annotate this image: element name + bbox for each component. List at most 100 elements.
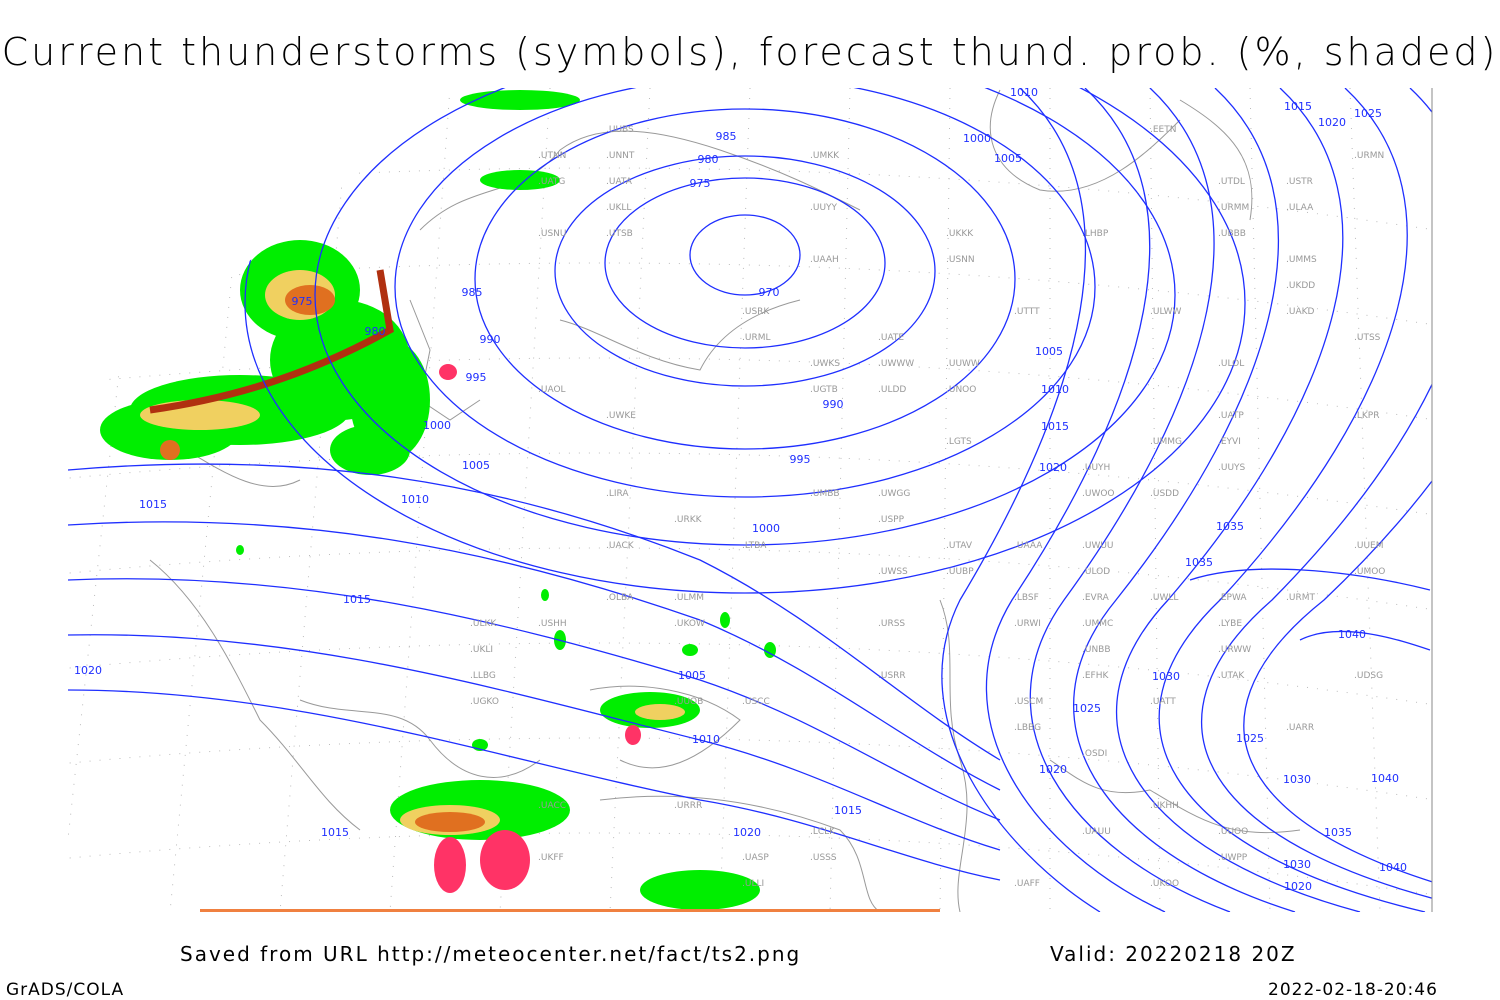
station-label: .UUOO: [1218, 827, 1248, 837]
isobar-label: 990: [823, 398, 844, 411]
coastlines-borders: [149, 89, 1301, 912]
isobar-label: 1010: [692, 733, 720, 746]
station-label: .ULLI: [742, 879, 764, 889]
station-label: .USCM: [1014, 697, 1043, 707]
isobar-label: 1040: [1338, 628, 1366, 641]
station-label: .UATT: [1150, 697, 1176, 707]
station-label: .URWW: [1218, 645, 1251, 655]
station-label: .UMMG: [1150, 437, 1182, 447]
station-label: .OLBA: [606, 593, 634, 603]
isobar-label: 1025: [1354, 107, 1382, 120]
station-label: .ULMM: [674, 593, 704, 603]
station-label: .UARR: [1286, 723, 1314, 733]
isobar: [68, 521, 1001, 791]
station-label: .URSS: [878, 619, 905, 629]
isobar-label: 995: [790, 453, 811, 466]
station-label: .ULAA: [1286, 203, 1314, 213]
isobar-label: 995: [466, 371, 487, 384]
isobar-label: 1005: [462, 459, 490, 472]
isobar: [1189, 568, 1431, 651]
prob-low-area: [236, 545, 244, 555]
isobar: [1201, 88, 1432, 912]
station-label: .UKLI: [470, 645, 493, 655]
coastline: [559, 299, 801, 371]
thunderstorm-symbol-cluster: [480, 830, 530, 890]
isobar: [941, 88, 1101, 912]
isobar: [1073, 88, 1296, 912]
map-title: Current thunderstorms (symbols), forecas…: [1, 30, 1499, 74]
thunderstorm-probability-shading: [100, 90, 940, 912]
isobar: [1116, 88, 1361, 912]
valid-time-text: Valid: 20220218 20Z: [1050, 942, 1297, 966]
station-label: .LHBP: [1082, 229, 1109, 239]
station-label: .USRK: [742, 307, 770, 317]
station-label: .UUEM: [1354, 541, 1384, 551]
isobar-label: 1030: [1283, 858, 1311, 871]
isobar-label: 990: [480, 333, 501, 346]
isobar: [474, 108, 1016, 450]
isobar-label: 1020: [733, 826, 761, 839]
coastline: [299, 699, 541, 778]
isobar: [394, 88, 1096, 498]
isobar-label: 1035: [1324, 826, 1352, 839]
coastline: [939, 599, 968, 912]
station-label: .UKFF: [538, 853, 564, 863]
isobar-label: 975: [292, 295, 313, 308]
station-label: .LKPR: [1354, 411, 1379, 421]
station-label: .UTSS: [1354, 333, 1381, 343]
station-label: .EFHK: [1082, 671, 1109, 681]
station-label: .USRR: [878, 671, 906, 681]
prob-high-area: [285, 285, 335, 315]
station-label: .UASP: [742, 853, 769, 863]
isobar-label: 1020: [1039, 461, 1067, 474]
station-label: .UWOO: [1082, 489, 1115, 499]
station-label: .UTAV: [946, 541, 973, 551]
isobar-label: 985: [716, 130, 737, 143]
isobar-label: 975: [690, 177, 711, 190]
station-label: .LLBG: [470, 671, 496, 681]
isobar-label: 1000: [752, 522, 780, 535]
station-label: .UMMC: [1082, 619, 1113, 629]
meridian: [68, 88, 151, 912]
station-label: .UATG: [538, 177, 565, 187]
station-label: .UUYH: [1082, 463, 1110, 473]
station-label: .URWI: [1014, 619, 1041, 629]
isobar: [1029, 88, 1231, 912]
station-label: .EVRA: [1082, 593, 1110, 603]
station-label: .UACK: [606, 541, 635, 551]
prob-low-area: [720, 612, 730, 628]
station-label: .USSS: [810, 853, 837, 863]
station-label: .UUWW: [946, 359, 980, 369]
station-label: .UWLL: [1150, 593, 1178, 603]
station-label: .USTR: [1286, 177, 1313, 187]
station-label: .LTBA: [742, 541, 767, 551]
station-label: .USPP: [878, 515, 905, 525]
prob-low-area: [330, 425, 410, 475]
prob-high-area: [415, 812, 485, 832]
station-label: .UUBS: [606, 125, 634, 135]
station-label: .UAFF: [1014, 879, 1040, 889]
isobar: [604, 177, 886, 349]
prob-low-area: [682, 644, 698, 656]
station-label: .UUBP: [946, 567, 974, 577]
isobar-label: 985: [462, 286, 483, 299]
isobar-label: 1040: [1379, 861, 1407, 874]
isobar: [554, 155, 936, 387]
isobar-label: 1020: [74, 664, 102, 677]
prob-low-area: [480, 170, 560, 190]
isobar-label: 1035: [1216, 520, 1244, 533]
isobar-label: 1010: [1041, 383, 1069, 396]
station-label: .LCLK: [810, 827, 836, 837]
station-label: .UKOO: [1150, 879, 1179, 889]
station-label: .UMMS: [1286, 255, 1317, 265]
isobar-label: 980: [698, 153, 719, 166]
station-label: .UATP: [1218, 411, 1244, 421]
station-label: .UKKK: [946, 229, 974, 239]
station-label: .UGTB: [810, 385, 838, 395]
station-label: .USCC: [742, 697, 770, 707]
station-label: .UATE: [878, 333, 904, 343]
station-label: .USDD: [1150, 489, 1179, 499]
prob-edge-strip: [200, 909, 940, 912]
station-label: .UAOL: [538, 385, 566, 395]
